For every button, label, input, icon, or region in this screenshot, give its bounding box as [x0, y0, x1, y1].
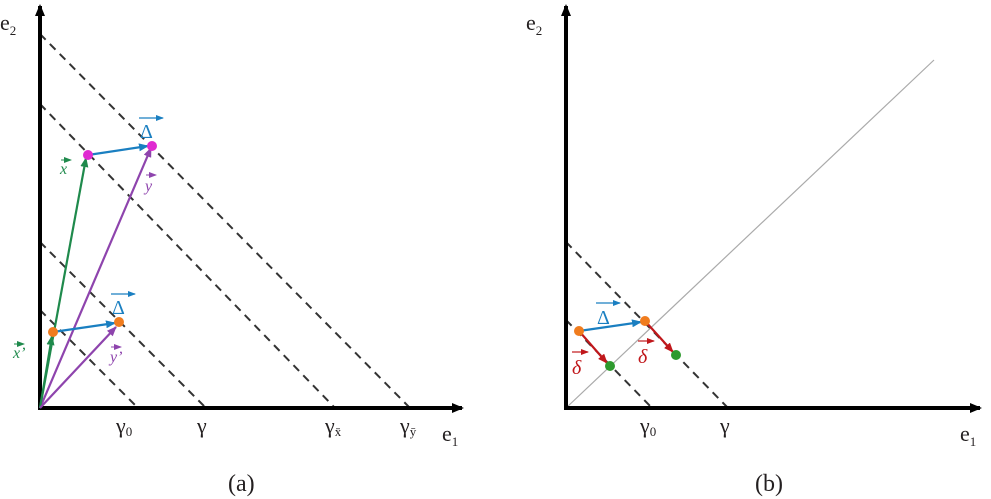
svg-text:δ: δ [572, 357, 582, 379]
vector-small-delta-left [578, 330, 608, 364]
panel-a: x x’ y y’ Δ Δ e2 e1 γ0 γ γx̄ γȳ (a) [0, 4, 464, 497]
point-x [83, 150, 93, 160]
tick-gamma-y: γȳ [399, 413, 417, 439]
point-y [147, 141, 157, 151]
vector-y [38, 147, 153, 409]
tick-gamma: γ [719, 413, 730, 438]
svg-text:Δ: Δ [597, 307, 610, 329]
diagonal-line [565, 59, 935, 409]
tick-gamma: γ [196, 413, 207, 438]
svg-text:x’: x’ [12, 345, 25, 362]
svg-text:Δ: Δ [140, 121, 153, 143]
point-orange-left [574, 326, 584, 336]
point-x-prime [48, 327, 58, 337]
point-orange-right [640, 316, 650, 326]
vector-y-prime [39, 326, 117, 409]
axis-e1-label: e1 [442, 421, 458, 449]
panel-b: Δ δ δ e2 e1 γ0 γ (b) [526, 4, 982, 497]
label-vec-y: y [143, 172, 157, 195]
caption-b: (b) [755, 471, 783, 497]
svg-text:Δ: Δ [112, 297, 125, 319]
axis-e1-label: e1 [960, 421, 976, 449]
point-green-right [671, 350, 681, 360]
vector-x-prime [38, 335, 55, 409]
label-delta-bottom: Δ [111, 291, 136, 319]
tick-gamma0: γ0 [115, 413, 132, 439]
label-small-delta-right: δ [638, 338, 655, 368]
caption-a: (a) [228, 471, 255, 497]
vector-delta-top [87, 143, 149, 157]
vector-small-delta-right [644, 320, 674, 353]
svg-text:y: y [143, 178, 153, 195]
svg-text:y’: y’ [108, 349, 122, 366]
axis-e2-label: e2 [0, 10, 16, 38]
svg-text:δ: δ [638, 346, 648, 368]
vector-delta [578, 319, 642, 333]
level-line-gamma [39, 309, 139, 409]
tick-gamma-x: γx̄ [324, 413, 342, 439]
label-vec-y-prime: y’ [108, 344, 122, 366]
svg-text:x: x [59, 161, 67, 178]
label-delta-top: Δ [139, 115, 164, 143]
label-vec-x-prime: x’ [12, 341, 25, 362]
axis-e2-label: e2 [526, 10, 542, 38]
label-small-delta-left: δ [572, 349, 589, 379]
vector-delta-bottom [52, 320, 116, 334]
label-vec-x: x [59, 157, 72, 178]
level-line-gamma-y [39, 33, 411, 409]
point-y-prime [114, 317, 124, 327]
point-green-left [605, 361, 615, 371]
label-delta: Δ [596, 300, 621, 329]
tick-gamma0: γ0 [639, 413, 656, 439]
